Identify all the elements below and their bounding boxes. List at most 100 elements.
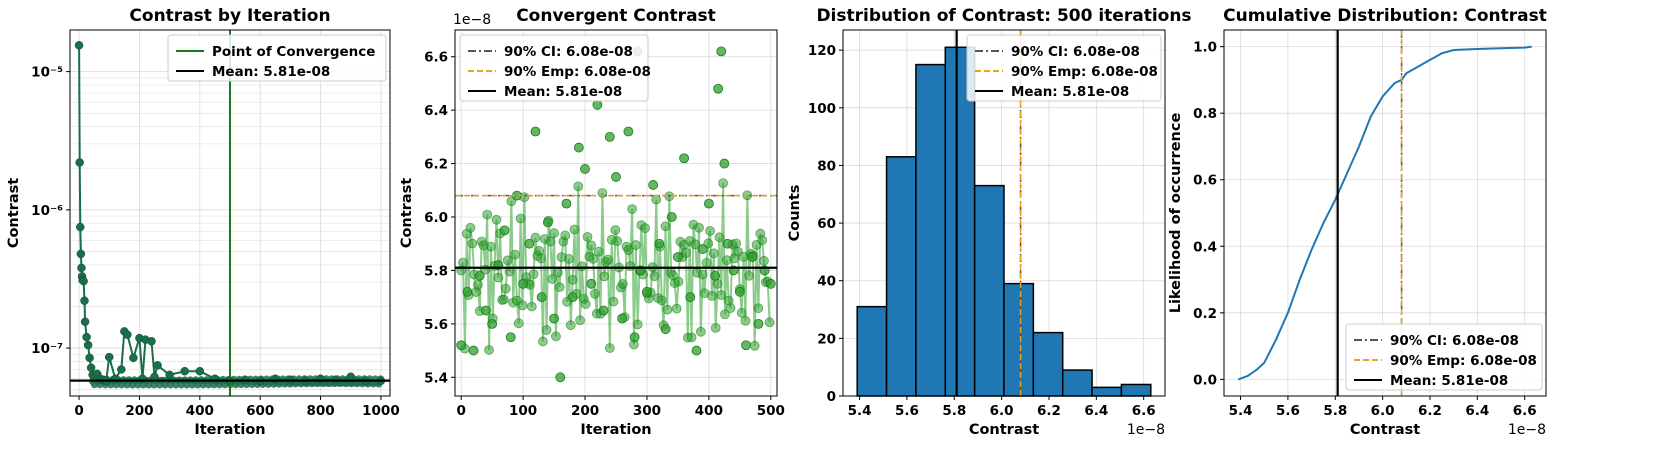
data-point [545,236,556,247]
x-tick-label: 6.2 [1037,403,1061,419]
y-tick-label: 0.0 [1193,372,1217,388]
histogram-bar [915,63,947,397]
data-point [753,303,764,314]
data-point [625,261,636,271]
x-tick-label: 6.2 [1418,403,1442,419]
data-point [580,299,591,309]
y-tick-label: 60 [817,216,836,232]
legend: 90% CI: 6.08e-08 90% Emp: 6.08e-08 Mean: 5… [1345,323,1543,391]
data-point [713,83,724,94]
legend-label: 90% CI: 6.08e-08 [1011,44,1140,60]
y-tick-label: 100 [808,101,836,117]
chart-title: Cumulative Distribution: Contrast [1223,6,1547,26]
data-point [654,238,665,249]
data-point [518,278,529,289]
y-tick-label: 0 [827,389,836,405]
data-point [590,288,600,299]
y-axis-label: Likelihood of occurrence [1168,113,1184,314]
x-tick-label: 0 [456,403,465,419]
x-tick-label: 6.0 [1371,403,1395,419]
y-tick-label: 5.6 [424,317,448,333]
data-point [573,142,584,153]
data-point [569,224,580,235]
data-point [468,345,479,356]
data-point [649,271,660,282]
panel-4: 5.4 5.6 5.8 6.0 6.2 6.4 6.6 0.0 0.2 0.4 0.6 0.8 1.0 C… [1168,6,1547,438]
data-point [708,248,719,259]
data-point [759,255,769,266]
data-point [86,363,96,373]
data-point [195,366,205,376]
legend-label: Mean: 5.81e-08 [1390,373,1508,389]
data-point [499,294,509,305]
legend-label: Mean: 5.81e-08 [212,64,330,80]
data-point [528,269,539,280]
data-point [577,261,587,272]
data-point [749,340,760,351]
x-tick-label: 400 [695,403,723,419]
legend-label: Mean: 5.81e-08 [504,84,622,100]
data-point [656,295,667,306]
data-point [147,337,156,346]
legend-frame [459,34,649,102]
histogram-bar [856,305,888,397]
data-point [580,164,590,174]
data-point [630,240,641,250]
data-point [510,249,520,260]
data-point [612,236,623,247]
data-point [617,278,628,289]
data-point [719,158,730,169]
x-tick-label: 6.0 [990,403,1014,419]
data-point [686,332,697,343]
x-tick-label: 6.4 [1465,403,1489,419]
x-tick-label: 400 [186,403,214,419]
data-point [123,330,132,339]
legend-label: Mean: 5.81e-08 [1011,84,1129,100]
data-point [666,212,677,222]
data-point [487,318,498,329]
y-tick-label: 10⁻⁶ [31,203,63,219]
data-point [524,238,535,249]
data-point [474,270,485,281]
data-point [690,239,701,250]
data-point [536,253,546,264]
data-point [642,286,652,297]
y-tick-label: 10⁻⁷ [31,341,63,357]
data-point [697,244,708,254]
data-point [481,305,491,316]
legend-label: 90% Emp: 6.08e-08 [1011,64,1158,80]
data-point [530,126,541,137]
data-point [603,254,613,265]
data-point [486,241,496,252]
data-point [608,296,619,307]
chart-title: Contrast by Iteration [129,6,330,26]
chart-title: Convergent Contrast [516,6,716,26]
data-point [462,286,473,297]
y-tick-label: 6.2 [424,157,448,173]
data-point [75,158,84,167]
data-point [117,365,126,374]
data-point [567,292,578,303]
data-point [736,307,747,318]
data-point [554,282,565,293]
data-point [673,276,684,287]
y-tick-label: 5.4 [424,370,448,386]
data-point [617,313,628,324]
data-point [582,231,593,242]
data-point [660,221,671,232]
data-point [515,213,526,224]
data-point [565,320,576,331]
data-point [526,301,537,312]
legend: Point of Convergence Mean: 5.81e-08 [167,34,387,82]
x-axis-label: Iteration [194,422,265,438]
y-axis-label: Contrast [6,178,22,248]
y-tick-label: 0.2 [1193,306,1217,322]
x-axis-label: Contrast [969,422,1039,438]
data-point [588,253,598,264]
data-point [165,370,174,380]
x-tick-label: 6.6 [1513,403,1537,419]
data-point [500,283,511,294]
y-tick-label: 0.4 [1193,239,1217,255]
data-point [627,204,637,214]
data-point [74,41,84,50]
